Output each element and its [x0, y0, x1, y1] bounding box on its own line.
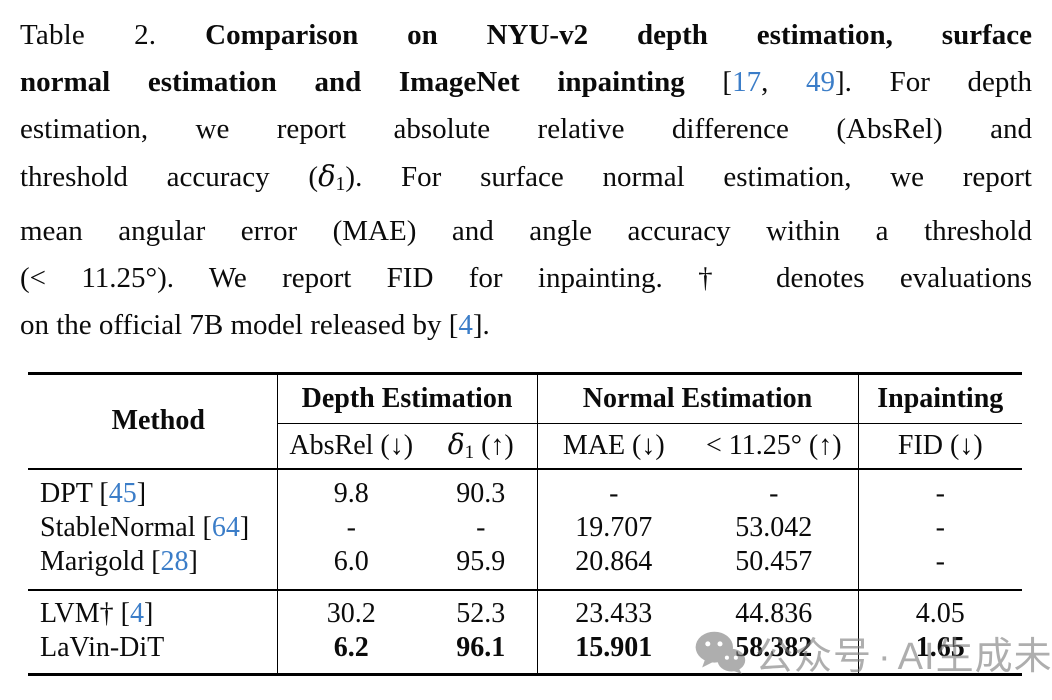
- cell-fid: 4.05: [857, 588, 1023, 631]
- caption-text: ,: [761, 66, 806, 98]
- cell-method: Marigold [28]: [40, 545, 198, 577]
- caption-line: on the official 7B model released by [4]…: [20, 302, 1032, 349]
- cell-angle: 50.457: [735, 545, 813, 577]
- cell-mae: 23.433: [536, 588, 691, 631]
- cell-fid: -: [857, 468, 1023, 511]
- cell-method: LaVin-DiT: [40, 631, 165, 663]
- group-header-normal-estimation: Normal Estimation: [536, 373, 859, 424]
- delta-symbol: δ: [447, 427, 465, 461]
- citation-link-49[interactable]: 49: [806, 66, 835, 98]
- cell-method: LVM† [4]: [28, 588, 277, 631]
- results-table-container: Method Depth Estimation Normal Estimatio…: [28, 372, 1023, 676]
- cell-mae: 20.864: [536, 544, 691, 590]
- subheader-row: AbsRel (↓) δ1 (↑) MAE (↓) < 11.25° (↑) F…: [28, 423, 1023, 470]
- caption-text: ). For surface normal estimation, we rep…: [345, 161, 1032, 193]
- cell-fid: -: [857, 510, 1023, 545]
- citation-link-4[interactable]: 4: [129, 597, 144, 629]
- citation-link-4[interactable]: 4: [458, 309, 473, 341]
- caption-text: ].: [472, 309, 490, 341]
- results-table: Method Depth Estimation Normal Estimatio…: [28, 372, 1023, 676]
- caption-line: estimation, we report absolute relative …: [20, 106, 1032, 153]
- delta-symbol: δ: [318, 159, 336, 193]
- column-header-method: Method: [28, 373, 277, 470]
- column-header-mae: MAE (↓): [536, 423, 691, 470]
- caption-table-number: Table 2.: [20, 19, 157, 51]
- caption-line: threshold accuracy (δ1). For surface nor…: [20, 153, 1032, 208]
- caption-text: ]. For depth: [835, 66, 1032, 98]
- table-row-lvm: LVM† [4] 30.2 52.3 23.433 44.836 4.05: [28, 588, 1023, 631]
- cell-delta1: 52.3: [425, 588, 538, 631]
- table-caption: Table 2. Comparison on NYU-v2 depth esti…: [20, 12, 1032, 349]
- cell-delta1: 95.9: [456, 545, 506, 577]
- cell-mae: -: [536, 468, 691, 511]
- cell-mae: 15.901: [536, 630, 691, 674]
- cell-absrel: 6.2: [276, 630, 425, 674]
- caption-line: (< 11.25°). We report FID for inpainting…: [20, 255, 1032, 302]
- caption-bold-title: Comparison on NYU-v2 depth estimation, s…: [156, 19, 1032, 51]
- cell-angle: -: [769, 477, 779, 509]
- caption-text: [: [684, 66, 733, 98]
- delta-subscript: 1: [335, 173, 346, 195]
- citation-link-45[interactable]: 45: [108, 477, 137, 509]
- column-header-delta1: δ1 (↑): [425, 423, 538, 470]
- caption-text: threshold accuracy (: [20, 161, 319, 193]
- cell-delta1: -: [476, 511, 486, 543]
- table-row-dpt: DPT [45] 9.8 90.3 - - -: [28, 468, 1023, 511]
- cell-fid: 1.65: [857, 630, 1023, 674]
- caption-text: estimation, we report absolute relative …: [20, 113, 1032, 145]
- table-row-stablenormal: StableNormal [64] - - 19.707 53.042 -: [28, 510, 1023, 545]
- caption-line: mean angular error (MAE) and angle accur…: [20, 208, 1032, 255]
- caption-text: mean angular error (MAE) and angle accur…: [20, 215, 1032, 247]
- group-header-inpainting: Inpainting: [857, 373, 1023, 424]
- caption-line: Table 2. Comparison on NYU-v2 depth esti…: [20, 12, 1032, 59]
- cell-angle: 58.382: [735, 631, 813, 663]
- cell-mae: 19.707: [536, 510, 691, 545]
- cell-delta1: 90.3: [456, 477, 506, 509]
- cell-absrel: 6.0: [276, 544, 425, 590]
- cell-delta1: 96.1: [456, 631, 506, 663]
- caption-text: on the official 7B model released by [: [20, 309, 459, 341]
- column-header-absrel: AbsRel (↓): [276, 423, 425, 470]
- caption-text: (< 11.25°). We report FID for inpainting…: [20, 262, 1032, 294]
- citation-link-64[interactable]: 64: [211, 511, 240, 543]
- column-header-angle-accuracy: < 11.25° (↑): [690, 423, 859, 470]
- cell-angle: 53.042: [735, 511, 813, 543]
- column-header-fid: FID (↓): [857, 423, 1023, 470]
- citation-link-28[interactable]: 28: [160, 545, 189, 577]
- cell-absrel: 30.2: [276, 588, 425, 631]
- cell-method: DPT [45]: [40, 477, 147, 509]
- cell-fid: -: [857, 544, 1023, 590]
- caption-bold-title: normal estimation and ImageNet inpaintin…: [20, 66, 685, 98]
- group-header-row: Method Depth Estimation Normal Estimatio…: [28, 373, 1023, 470]
- table-row-lavin-dit: LaVin-DiT 6.2 96.1 15.901 58.382 1.65: [28, 630, 1023, 674]
- delta-subscript: 1: [464, 441, 475, 463]
- cell-absrel: 9.8: [276, 468, 425, 511]
- cell-absrel: -: [276, 510, 425, 545]
- table-row-marigold: Marigold [28] 6.0 95.9 20.864 50.457 -: [28, 544, 1023, 590]
- group-header-depth-estimation: Depth Estimation: [276, 373, 538, 424]
- citation-link-17[interactable]: 17: [732, 66, 762, 98]
- caption-line: normal estimation and ImageNet inpaintin…: [20, 59, 1032, 106]
- cell-method: StableNormal [64]: [40, 511, 250, 543]
- cell-angle: 44.836: [690, 588, 859, 631]
